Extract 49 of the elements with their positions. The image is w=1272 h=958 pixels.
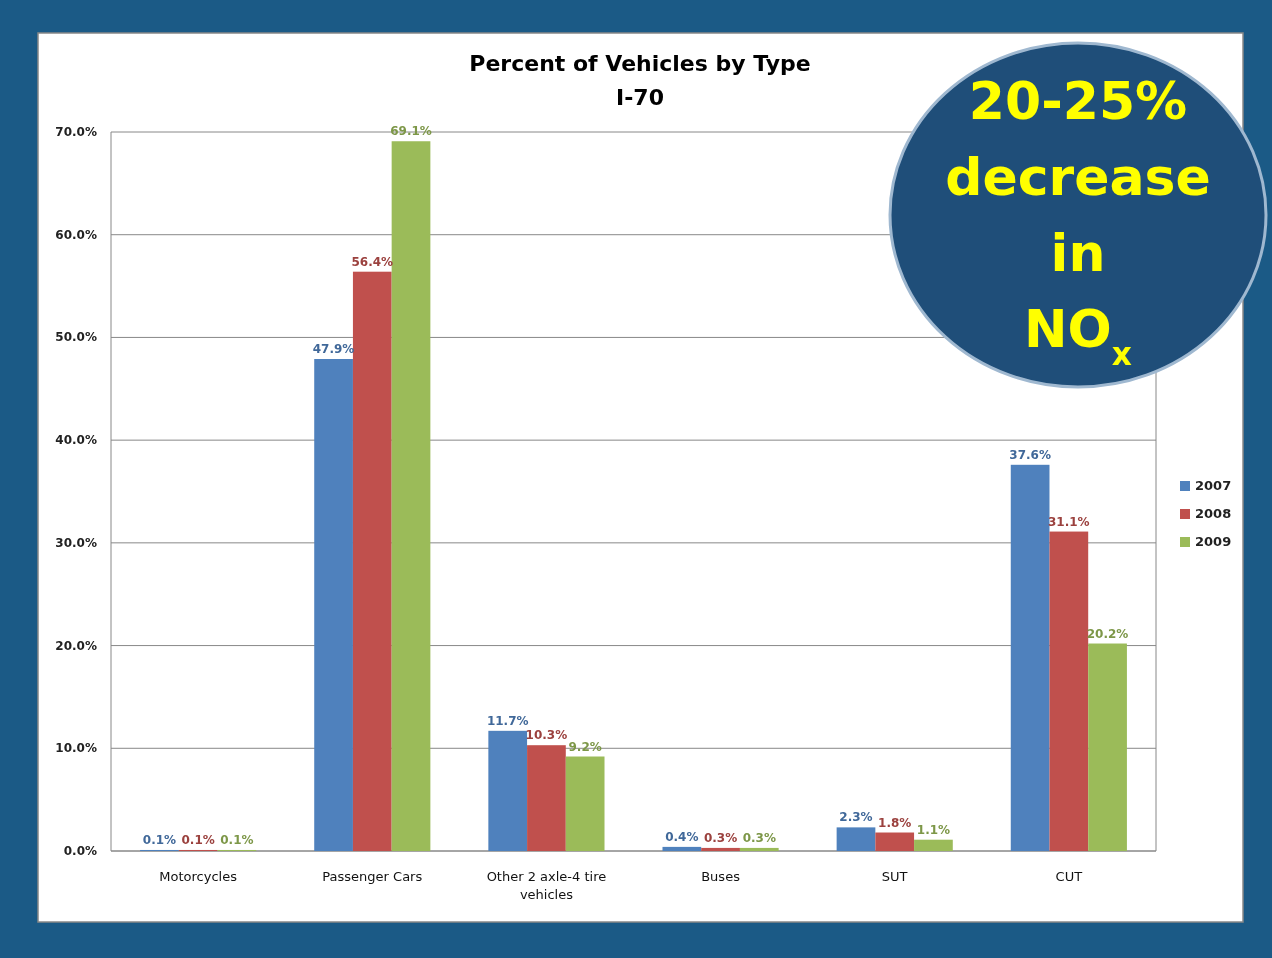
- chart-title: Percent of Vehicles by Type: [469, 51, 811, 76]
- bar: [488, 730, 528, 851]
- y-tick-label: 60.0%: [55, 227, 97, 242]
- bar: [314, 359, 353, 851]
- y-tick-label: 70.0%: [55, 125, 97, 139]
- bar: [914, 839, 953, 851]
- x-tick-label: CUT: [1055, 869, 1083, 884]
- bar: [352, 271, 392, 851]
- bar: [1010, 464, 1050, 851]
- data-label: 9.2%: [568, 739, 602, 754]
- data-label: 2.3%: [839, 810, 873, 825]
- data-label: 69.1%: [390, 124, 432, 139]
- data-label: 0.1%: [142, 832, 177, 847]
- bar: [739, 847, 779, 851]
- y-tick-label: 40.0%: [55, 433, 97, 448]
- data-label: 0.1%: [220, 832, 254, 847]
- x-tick-label: Passenger Cars: [322, 869, 423, 884]
- data-label: 10.3%: [525, 728, 568, 743]
- legend-label: 2008: [1195, 506, 1232, 521]
- data-label: 37.6%: [1009, 447, 1051, 462]
- data-label: 1.8%: [878, 815, 912, 830]
- bar: [527, 745, 566, 851]
- annotation: 20-25% decrease in NO$_{x}$: [945, 71, 1211, 372]
- data-label: 0.3%: [703, 830, 738, 845]
- bar: [701, 847, 740, 851]
- bar: [565, 756, 605, 851]
- y-tick-label: 50.0%: [55, 330, 97, 345]
- bar: [391, 141, 431, 851]
- x-tick-label: Buses: [701, 869, 741, 884]
- bar: [875, 832, 915, 851]
- y-tick-label: 10.0%: [55, 741, 97, 756]
- bar: [1088, 643, 1127, 851]
- data-label: 11.7%: [486, 713, 529, 728]
- data-label: 0.3%: [742, 830, 776, 845]
- chart-subtitle: I-70: [616, 85, 664, 110]
- x-tick-label: Other 2 axle-4 tire vehicles: [486, 869, 607, 902]
- bar: [1049, 531, 1089, 851]
- data-label: 0.4%: [665, 829, 699, 844]
- y-tick-label: 0.0%: [63, 844, 97, 858]
- data-label: 0.1%: [181, 832, 215, 847]
- bar: [662, 846, 702, 851]
- data-label: 1.1%: [916, 822, 951, 837]
- y-tick-label: 20.0%: [55, 638, 97, 653]
- x-tick-label: Motorcycles: [159, 869, 238, 884]
- legend-label: 2007: [1195, 478, 1232, 493]
- legend-label: 2009: [1195, 534, 1232, 549]
- x-tick-label: SUT: [881, 869, 908, 884]
- bar: [836, 827, 876, 851]
- y-tick-label: 30.0%: [55, 535, 97, 550]
